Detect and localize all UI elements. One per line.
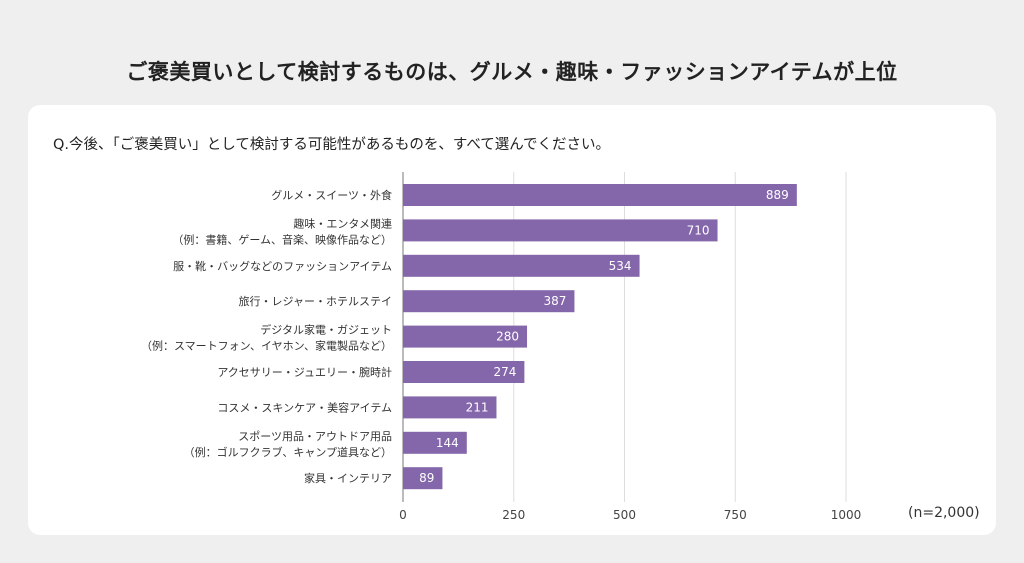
bar-value-label: 534 (609, 259, 632, 273)
x-tick-label: 1000 (831, 508, 862, 522)
bar (403, 396, 497, 419)
survey-question: Q.今後、「ご褒美買い」として検討する可能性があるものを、すべて選んでください。 (53, 137, 611, 153)
bar (403, 290, 575, 313)
category-label: 家具・インテリア (304, 471, 392, 485)
category-label: （例：書籍、ゲーム、音楽、映像作品など） (172, 232, 392, 246)
bar-value-label: 274 (493, 365, 516, 379)
x-tick-label: 750 (724, 508, 747, 522)
bar (403, 361, 525, 383)
x-tick-label: 500 (613, 508, 636, 522)
category-label: 服・靴・バッグなどのファッションアイテム (173, 259, 392, 273)
category-label: （例：スマートフォン、イヤホン、家電製品など） (141, 339, 392, 353)
bar-value-label: 889 (766, 188, 789, 202)
bar (403, 325, 528, 348)
category-label: グルメ・スイーツ・外食 (271, 188, 392, 202)
bar-value-label: 280 (496, 330, 519, 344)
category-label: コスメ・スキンケア・美容アイテム (217, 400, 392, 414)
category-label: 旅行・レジャー・ホテルステイ (239, 294, 392, 308)
bar-value-label: 387 (544, 294, 567, 308)
bar-value-label: 144 (436, 436, 459, 450)
chart-card (28, 105, 996, 535)
bar-value-label: 710 (687, 223, 710, 237)
x-tick-label: 250 (502, 508, 525, 522)
x-tick-label: 0 (399, 508, 407, 522)
bar (403, 219, 718, 242)
bar-value-label: 211 (466, 400, 489, 414)
bar (403, 467, 443, 490)
category-label: デジタル家電・ガジェット (260, 323, 392, 337)
category-label: 趣味・エンタメ関連 (293, 216, 392, 230)
chart-title: ご褒美買いとして検討するものは、グルメ・趣味・ファッションアイテムが上位 (126, 60, 898, 84)
bar-value-label: 89 (419, 471, 434, 485)
sample-size-note: (n=2,000) (908, 505, 980, 521)
category-label: アクセサリー・ジュエリー・腕時計 (217, 365, 392, 379)
category-label: スポーツ用品・アウトドア用品 (238, 430, 392, 443)
bar (403, 431, 467, 454)
bar (403, 184, 797, 206)
category-label: （例：ゴルフクラブ、キャンプ道具など） (184, 445, 392, 459)
bar (403, 254, 640, 277)
